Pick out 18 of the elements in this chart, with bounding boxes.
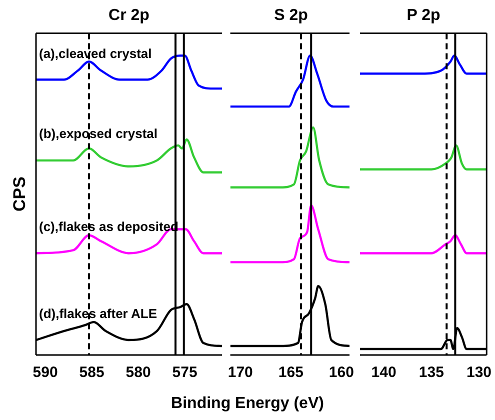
chart-title: P 2p (406, 7, 440, 24)
y-axis-title: CPS (10, 176, 30, 212)
x-tick-label: 165 (278, 364, 304, 382)
x-tick-label: 575 (172, 364, 198, 382)
x-tick-label: 580 (126, 364, 151, 382)
x-tick-label: 140 (371, 364, 396, 382)
x-axis-title: Binding Energy (eV) (170, 395, 325, 413)
x-tick-label: 160 (328, 364, 354, 382)
series-label: (a),cleaved crystal (39, 46, 152, 61)
x-tick-label: 585 (79, 364, 104, 382)
x-tick-label: 590 (32, 364, 58, 382)
x-tick-label: 135 (418, 364, 444, 382)
chart-title: S 2p (274, 7, 308, 24)
series-label: (b),exposed crystal (39, 126, 158, 142)
x-tick-label: 130 (466, 364, 492, 382)
chart-title: Cr 2p (108, 7, 150, 24)
x-tick-label: 170 (228, 364, 253, 382)
series-label: (d),flakes after ALE (39, 306, 157, 322)
